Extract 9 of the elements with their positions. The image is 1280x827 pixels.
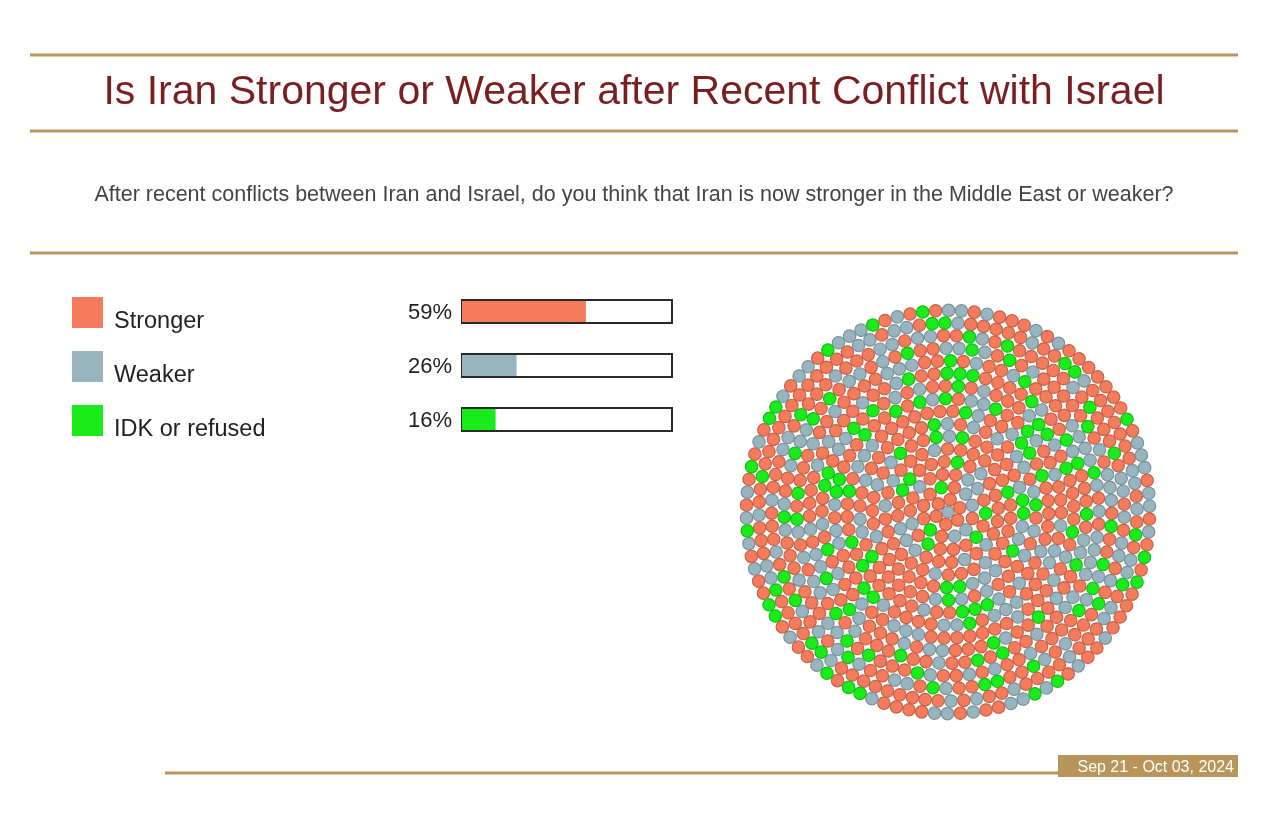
y-tick-label: IDK or refused: [114, 415, 266, 441]
chart-subtitle: After recent conflicts between Iran and Israel, do you think that Iran is now stronger in the Middle East or weaker?: [94, 182, 1174, 206]
y-tick-label: Stronger: [114, 307, 205, 333]
text: Sep 21 - Oct 03, 2024: [1077, 758, 1235, 775]
data-label: 16%: [407, 407, 452, 432]
data-label: 59%: [407, 299, 452, 324]
chart-title: Is Iran Stronger or Weaker after Recent Conflict with Israel: [103, 67, 1165, 113]
y-tick-label: Weaker: [114, 361, 195, 387]
data-label: 26%: [407, 353, 452, 378]
